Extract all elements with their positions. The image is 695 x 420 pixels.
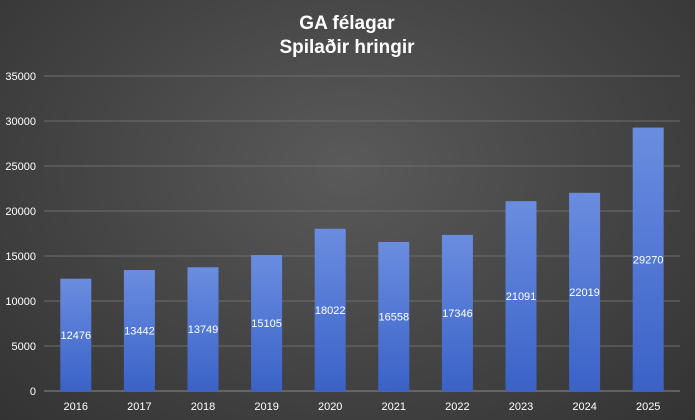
- data-label-2023: 21091: [506, 291, 537, 303]
- x-tick-label: 2017: [127, 401, 151, 413]
- y-tick-label: 30000: [5, 116, 36, 128]
- data-label-2022: 17346: [442, 308, 473, 320]
- y-tick-label: 25000: [5, 161, 36, 173]
- x-axis: 2016 2017 2018 2019 2020 2021 2022 2023 2024 2025: [64, 401, 661, 413]
- y-tick-label: 5000: [12, 341, 36, 353]
- data-label-2018: 13749: [188, 324, 219, 336]
- bar-2021: [378, 241, 410, 391]
- bar-2023: [505, 201, 537, 391]
- y-axis: 0 5000 10000 15000 20000 25000 30000 35000: [5, 71, 36, 398]
- bar-2022: [441, 234, 473, 391]
- x-tick-label: 2021: [382, 401, 406, 413]
- x-tick-label: 2018: [191, 401, 215, 413]
- data-label-2020: 18022: [315, 305, 346, 317]
- bars: [60, 127, 664, 391]
- y-tick-label: 15000: [5, 251, 36, 263]
- x-tick-label: 2016: [64, 401, 88, 413]
- bar-2019: [251, 255, 283, 391]
- data-label-2025: 29270: [633, 254, 664, 266]
- data-label-2021: 16558: [379, 311, 410, 323]
- x-tick-label: 2023: [509, 401, 533, 413]
- data-label-2019: 15105: [251, 318, 282, 330]
- chart-title: GA félagar: [299, 13, 395, 34]
- x-tick-label: 2022: [445, 401, 469, 413]
- bar-2024: [569, 192, 601, 391]
- x-tick-label: 2020: [318, 401, 342, 413]
- y-tick-label: 0: [30, 386, 36, 398]
- bar-2017: [123, 270, 155, 391]
- x-tick-label: 2024: [572, 401, 596, 413]
- y-tick-label: 35000: [5, 71, 36, 83]
- bar-2020: [314, 228, 346, 391]
- data-label-2024: 22019: [569, 287, 600, 299]
- chart-subtitle: Spilaðir hringir: [279, 37, 415, 58]
- data-label-2016: 12476: [61, 330, 92, 342]
- y-tick-label: 20000: [5, 206, 36, 218]
- bar-2018: [187, 267, 219, 391]
- data-labels: 12476 13442 13749 15105 18022 16558 17346 21091…: [61, 254, 664, 342]
- y-tick-label: 10000: [5, 296, 36, 308]
- bar-2025: [632, 127, 664, 391]
- bar-2016: [60, 278, 92, 391]
- data-label-2017: 13442: [124, 326, 155, 338]
- x-tick-label: 2019: [254, 401, 278, 413]
- x-tick-label: 2025: [636, 401, 660, 413]
